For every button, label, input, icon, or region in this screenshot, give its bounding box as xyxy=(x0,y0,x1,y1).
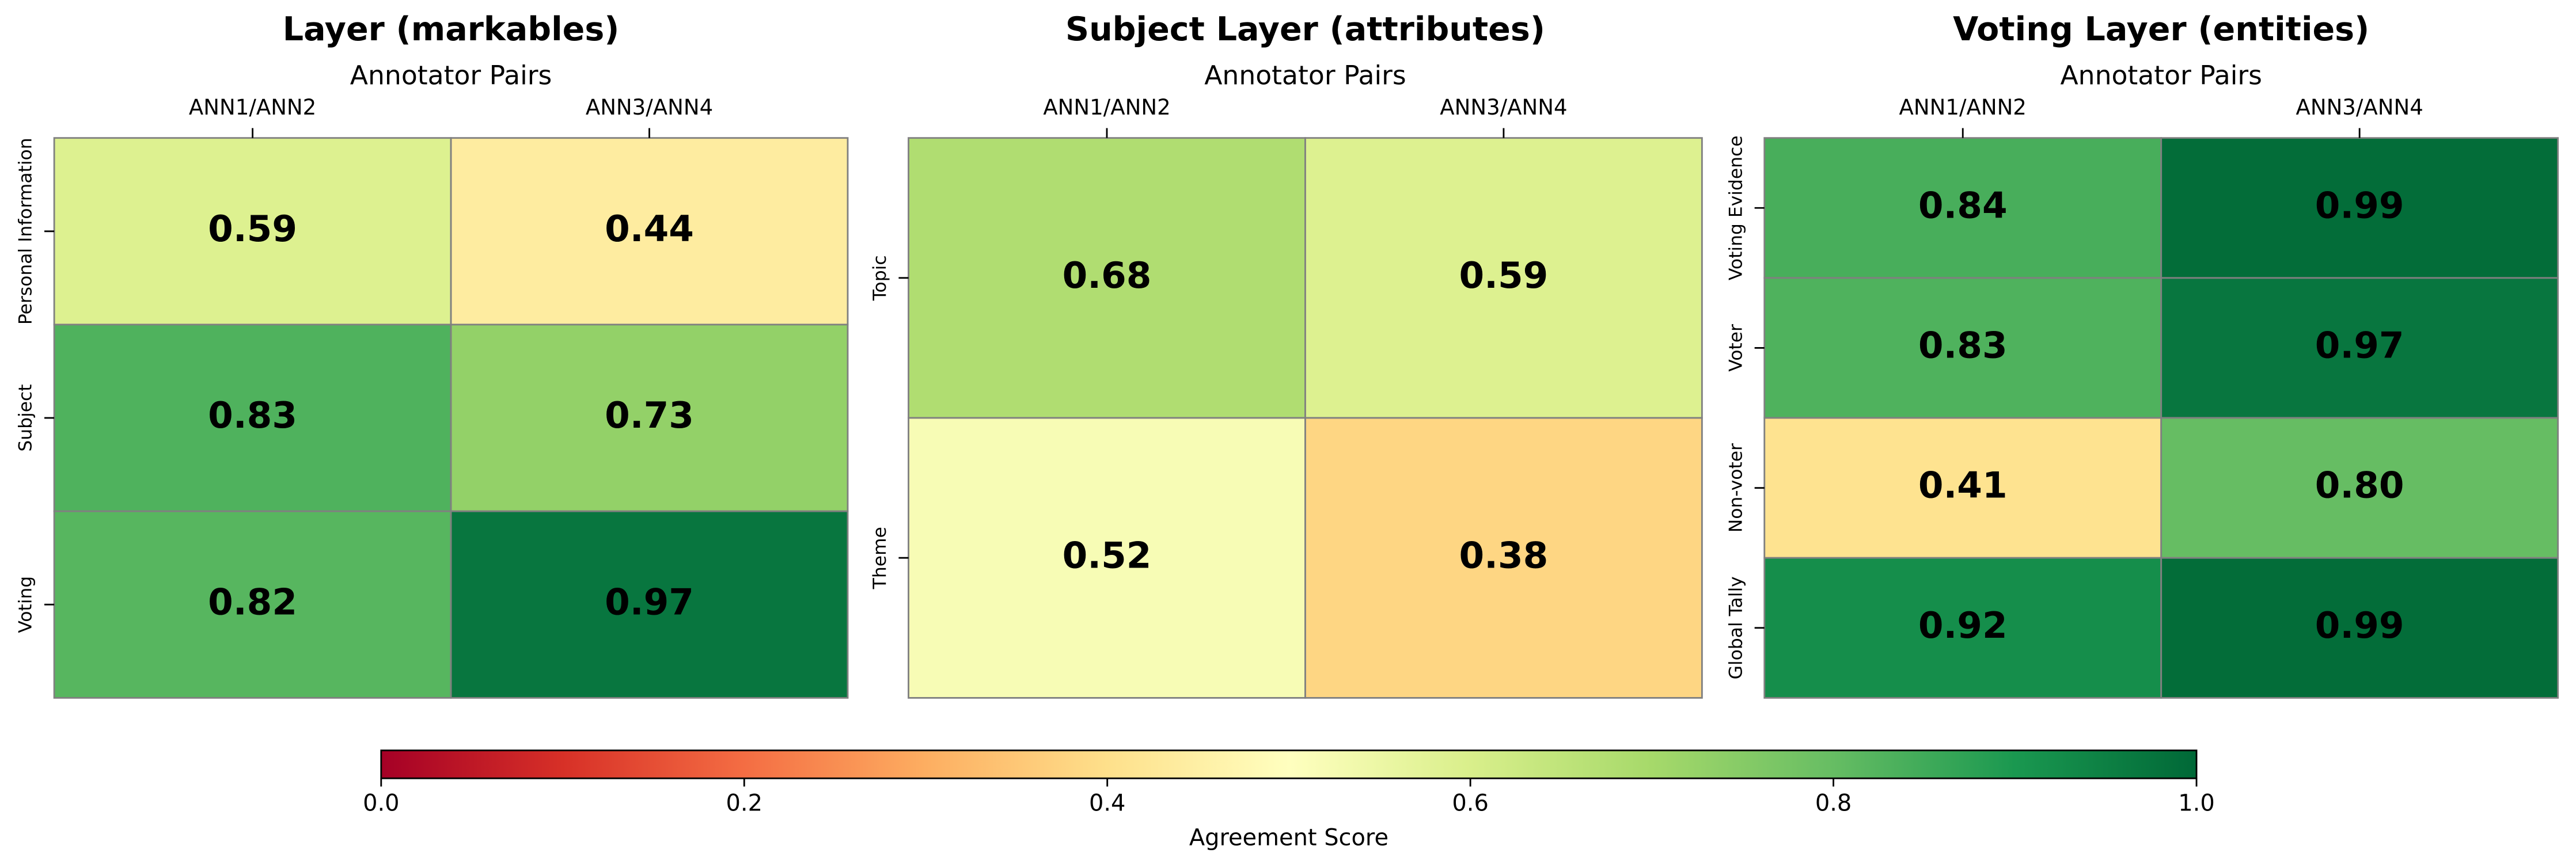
cell-value-label: 0.73 xyxy=(605,394,694,436)
x-tick-label: ANN3/ANN4 xyxy=(586,95,713,120)
x-tick-label: ANN1/ANN2 xyxy=(189,95,316,120)
cell-value-label: 0.83 xyxy=(208,394,297,436)
x-tick-label: ANN3/ANN4 xyxy=(2296,95,2423,120)
heatmap-cell xyxy=(908,137,1306,419)
y-tick-label: Non-voter xyxy=(1725,443,1746,532)
colorbar-tick-label: 0.2 xyxy=(726,790,763,816)
colorbar-tick-label: 0.4 xyxy=(1089,790,1126,816)
y-tick-label: Global Tally xyxy=(1725,576,1746,679)
y-tick-label: Voting Evidence xyxy=(1725,135,1746,280)
heatmap-cell xyxy=(450,510,849,699)
cell-value-label: 0.52 xyxy=(1063,534,1152,576)
x-tick-label: ANN1/ANN2 xyxy=(1043,95,1170,120)
heatmap-cell xyxy=(450,323,849,512)
heatmap-cell xyxy=(53,137,452,326)
cell-value-label: 0.83 xyxy=(1918,325,2008,367)
heatmap-cell xyxy=(1763,557,2163,699)
chart-title: Subject Layer (attributes) xyxy=(1065,10,1545,48)
cell-value-label: 0.80 xyxy=(2315,465,2404,507)
heatmap-cell xyxy=(1763,277,2163,419)
heatmap-cell xyxy=(908,417,1306,699)
cell-value-label: 0.99 xyxy=(2315,184,2404,226)
x-axis-label: Annotator Pairs xyxy=(1204,60,1406,91)
cell-value-label: 0.68 xyxy=(1063,254,1152,296)
chart-title: Layer (markables) xyxy=(283,10,620,48)
x-axis-label: Annotator Pairs xyxy=(2060,60,2262,91)
heatmap-cell xyxy=(1763,417,2163,559)
x-tick-label: ANN1/ANN2 xyxy=(1899,95,2027,120)
colorbar xyxy=(380,749,2198,779)
heatmap-cell xyxy=(1304,137,1703,419)
y-tick-label: Personal Information xyxy=(16,138,36,325)
colorbar-tick-label: 1.0 xyxy=(2178,790,2215,816)
heatmap-cell xyxy=(2160,557,2559,699)
chart-title: Voting Layer (entities) xyxy=(1953,10,2369,48)
cell-value-label: 0.41 xyxy=(1918,465,2008,507)
heatmap-cell xyxy=(53,323,452,512)
x-axis-label: Annotator Pairs xyxy=(350,60,552,91)
y-tick-label: Voting xyxy=(16,576,36,633)
y-tick-label: Theme xyxy=(870,527,890,589)
colorbar-tick-label: 0.6 xyxy=(1452,790,1489,816)
colorbar-tick-label: 0.0 xyxy=(363,790,400,816)
heatmap-cell xyxy=(2160,417,2559,559)
cell-value-label: 0.84 xyxy=(1918,184,2008,226)
heatmap-cell xyxy=(1304,417,1703,699)
x-tick-label: ANN3/ANN4 xyxy=(1440,95,1567,120)
cell-value-label: 0.44 xyxy=(605,208,694,250)
heatmap-cell xyxy=(2160,277,2559,419)
y-tick-label: Voter xyxy=(1725,324,1746,372)
colorbar-tick-label: 0.8 xyxy=(1815,790,1852,816)
colorbar-label: Agreement Score xyxy=(1189,824,1388,851)
y-tick-label: Subject xyxy=(16,384,36,451)
cell-value-label: 0.97 xyxy=(605,581,694,623)
cell-value-label: 0.59 xyxy=(208,208,297,250)
heatmap-cell xyxy=(2160,137,2559,279)
heatmap-cell xyxy=(450,137,849,326)
cell-value-label: 0.38 xyxy=(1459,534,1549,576)
cell-value-label: 0.97 xyxy=(2315,325,2404,367)
y-tick-label: Topic xyxy=(870,255,890,301)
cell-value-label: 0.99 xyxy=(2315,604,2404,646)
cell-value-label: 0.92 xyxy=(1918,604,2008,646)
cell-value-label: 0.82 xyxy=(208,581,297,623)
cell-value-label: 0.59 xyxy=(1459,254,1549,296)
heatmap-cell xyxy=(53,510,452,699)
